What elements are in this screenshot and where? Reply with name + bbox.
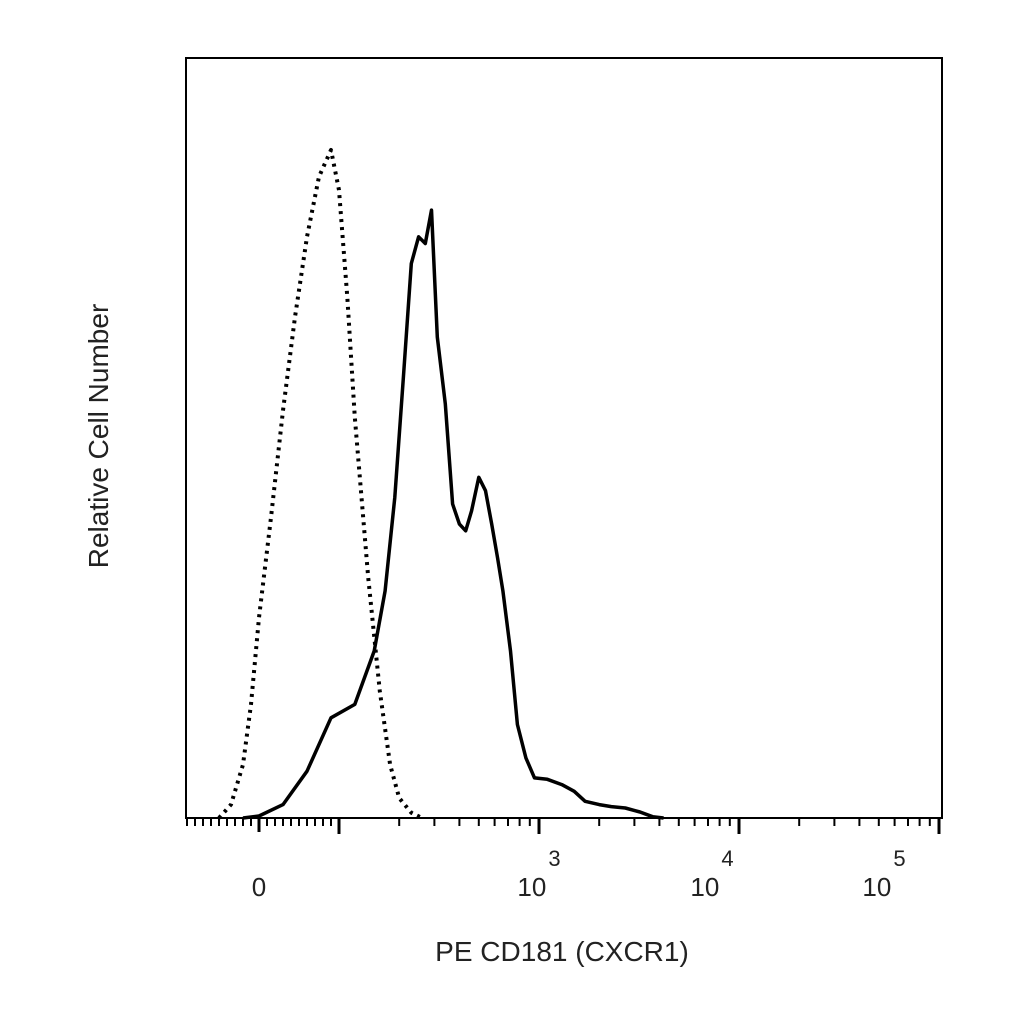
series-layer: [217, 148, 664, 820]
x-tick-label-0: 0: [252, 872, 266, 902]
x-tick-label-10-4: 104: [690, 846, 733, 902]
x-axis-ticks: [186, 818, 941, 834]
x-tick-label-10-5: 105: [862, 846, 905, 902]
x-tick-label-10-3: 103: [517, 846, 560, 902]
plot-frame: [185, 57, 943, 819]
x-axis-label: PE CD181 (CXCR1): [435, 936, 689, 967]
solid-histogram-line: [242, 208, 664, 820]
dotted-histogram-line: [217, 148, 423, 820]
y-axis-label: Relative Cell Number: [83, 304, 114, 569]
